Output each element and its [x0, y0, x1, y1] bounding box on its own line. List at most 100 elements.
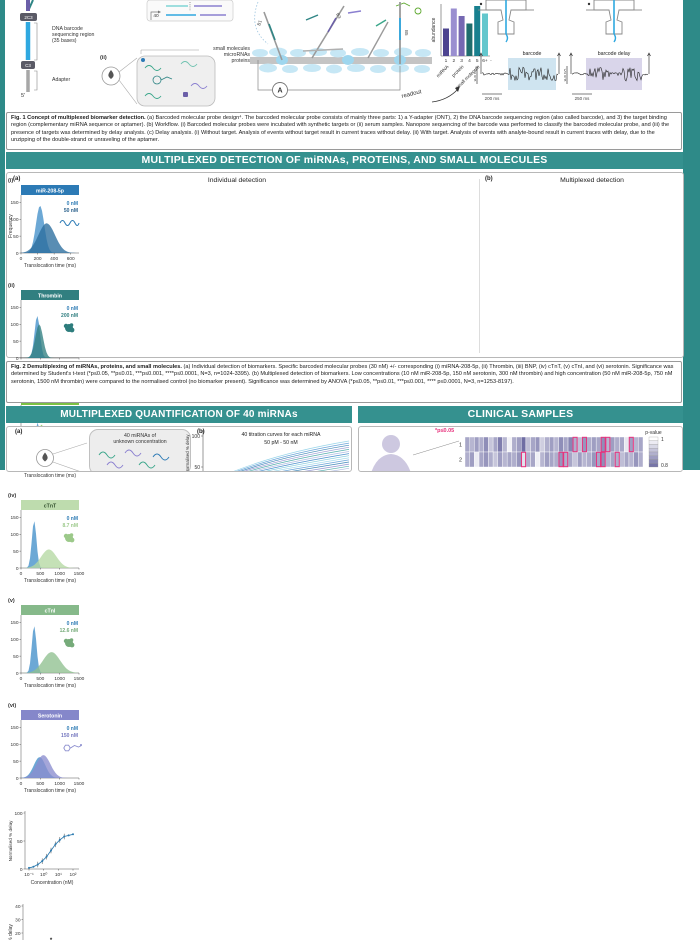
svg-text:miRNA: miRNA	[435, 64, 451, 80]
svg-text:600: 600	[67, 256, 75, 262]
panel-b-label: (b)	[485, 176, 493, 182]
titration-curves-chart: 100 50 Normalised % delay 40 titration curv…	[185, 428, 351, 471]
fig2-caption: Fig. 2 Demultiplexing of miRNAs, protein…	[6, 361, 682, 403]
svg-text:Concentration (nM): Concentration (nM)	[31, 880, 74, 886]
patient-silhouette	[371, 435, 460, 471]
svg-text:Normalised % delay: Normalised % delay	[185, 434, 190, 471]
svg-text:cTnI: cTnI	[45, 608, 56, 614]
fig1-caption-body: (a) Barcoded molecular probe design⁴. Th…	[11, 115, 670, 144]
svg-text:50: 50	[13, 549, 19, 555]
svg-text:40: 40	[15, 904, 21, 910]
significance-note: *p≤0.05	[435, 428, 455, 434]
svg-text:0 nM: 0 nM	[67, 306, 78, 312]
svg-text:...: ...	[490, 57, 492, 62]
svg-text:0.8: 0.8	[661, 463, 668, 469]
svg-text:Translocation time (ms): Translocation time (ms)	[24, 683, 76, 689]
svg-text:0 nM: 0 nM	[67, 621, 78, 627]
ammeter-icon	[272, 82, 288, 98]
readout-arrow: readout	[401, 86, 460, 103]
svg-text:50: 50	[13, 759, 19, 765]
svg-text:(vi): (vi)	[8, 703, 16, 709]
histogram-serotonin: (vi) Serotonin 0 50 100 150 0 500 1000 1500 Transl…	[7, 698, 683, 803]
clinical-samples-card: *p≤0.05 1 2 p-value 1 0.8	[358, 426, 683, 472]
poster-right-border	[683, 0, 700, 470]
svg-text:20: 20	[15, 931, 21, 937]
svg-text:400: 400	[50, 256, 58, 262]
fig1-caption: Fig. 1 Concept of multiplexed biomarker …	[6, 112, 682, 150]
rod-label-b5: B5	[404, 30, 409, 36]
panel-a-label: (a)	[13, 176, 21, 182]
svg-text:150 nM: 150 nM	[61, 733, 78, 739]
svg-text:(v): (v)	[8, 598, 15, 604]
svg-text:0: 0	[20, 571, 23, 577]
quantification-card: (a) 40 miRNAs of unknown concentration (…	[6, 426, 352, 472]
svg-text:Frequency: Frequency	[8, 214, 14, 238]
adapter-label: Adapter	[52, 77, 71, 83]
svg-text:1: 1	[459, 443, 462, 449]
svg-text:cTnT: cTnT	[44, 503, 57, 509]
section-banner-quantification: MULTIPLEXED QUANTIFICATION OF 40 miRNAs	[6, 406, 352, 423]
rod-label-b3: B3	[335, 12, 342, 20]
svg-text:Translocation time (ms): Translocation time (ms)	[24, 473, 76, 479]
svg-text:abundance: abundance	[431, 17, 437, 42]
svg-text:Translocation time (ms): Translocation time (ms)	[24, 788, 76, 794]
sample-droplet-diagram	[36, 442, 88, 471]
svg-text:8.7 nM: 8.7 nM	[62, 523, 78, 529]
svg-text:50: 50	[13, 654, 19, 660]
probe-mix-box: 40	[146, 0, 234, 22]
panel-b2-label: (b)	[197, 429, 205, 435]
svg-text:10⁻¹: 10⁻¹	[24, 872, 34, 878]
current-trace-barcode-delay: barcode delay 0.8 nA 250 ms	[562, 44, 656, 107]
svg-text:0.8 nA: 0.8 nA	[474, 69, 477, 82]
svg-text:% delay: % delay	[8, 924, 14, 940]
svg-text:0: 0	[20, 781, 23, 787]
svg-text:100: 100	[14, 811, 22, 817]
svg-text:500: 500	[36, 571, 44, 577]
svg-text:100: 100	[192, 434, 201, 440]
poster-left-border	[0, 0, 5, 470]
svg-text:(i): (i)	[8, 178, 13, 184]
ammeter-label: A	[277, 88, 282, 95]
svg-text:150: 150	[10, 515, 18, 521]
svg-text:protein: protein	[451, 64, 466, 79]
section-banner-clinical: CLINICAL SAMPLES	[358, 406, 683, 423]
svg-text:1: 1	[661, 437, 664, 443]
svg-text:10¹: 10¹	[55, 872, 62, 878]
membrane-diagram: B1 B3 B5 A	[250, 1, 432, 98]
svg-text:(ii): (ii)	[8, 283, 15, 289]
svg-text:500: 500	[36, 781, 44, 787]
histogram-ctni: (v) cTnI 0 50 100 150 0 500 1000 1500 Translocatio…	[7, 593, 683, 698]
svg-text:1000: 1000	[54, 676, 65, 682]
svg-text:1500: 1500	[74, 676, 85, 682]
histogram-mir208: (i) miR-208-5p 0 50 100 150 0 200 400 600 Transloc…	[7, 173, 683, 278]
sample-zoom-bubble	[136, 55, 216, 107]
rod-label-b1: B1	[256, 19, 263, 26]
svg-text:0: 0	[20, 676, 23, 682]
serum-sample-diagram: (ii)	[100, 49, 216, 107]
svg-text:0: 0	[16, 566, 19, 572]
mirna-bubble-label: 40 miRNAs of unknown concentration	[113, 433, 167, 446]
panel-divider	[479, 179, 480, 353]
nanopore-schematic-with-target	[586, 0, 642, 43]
svg-text:(iv): (iv)	[8, 493, 16, 499]
svg-text:1: 1	[445, 58, 448, 64]
svg-text:30: 30	[15, 917, 21, 923]
svg-text:100: 100	[10, 532, 18, 538]
svg-text:Normalised % delay: Normalised % delay	[8, 820, 13, 862]
svg-text:Thrombin: Thrombin	[38, 293, 62, 299]
targets-label: small molecules microRNAs proteins	[213, 46, 250, 65]
svg-text:0: 0	[16, 251, 19, 257]
svg-text:6+: 6+	[482, 58, 488, 64]
svg-text:barcode delay: barcode delay	[598, 51, 631, 57]
svg-text:p-value: p-value	[645, 430, 662, 436]
svg-text:1500: 1500	[74, 571, 85, 577]
svg-text:0 nM: 0 nM	[67, 201, 78, 207]
svg-text:50: 50	[13, 234, 19, 240]
svg-text:3: 3	[460, 58, 463, 64]
svg-text:5: 5	[476, 58, 479, 64]
probe-count-label: 40	[153, 13, 159, 19]
svg-text:miR-208-5p: miR-208-5p	[36, 188, 64, 194]
mirna-bubble: 40 miRNAs of unknown concentration	[89, 429, 191, 471]
svg-text:10²: 10²	[70, 872, 77, 878]
